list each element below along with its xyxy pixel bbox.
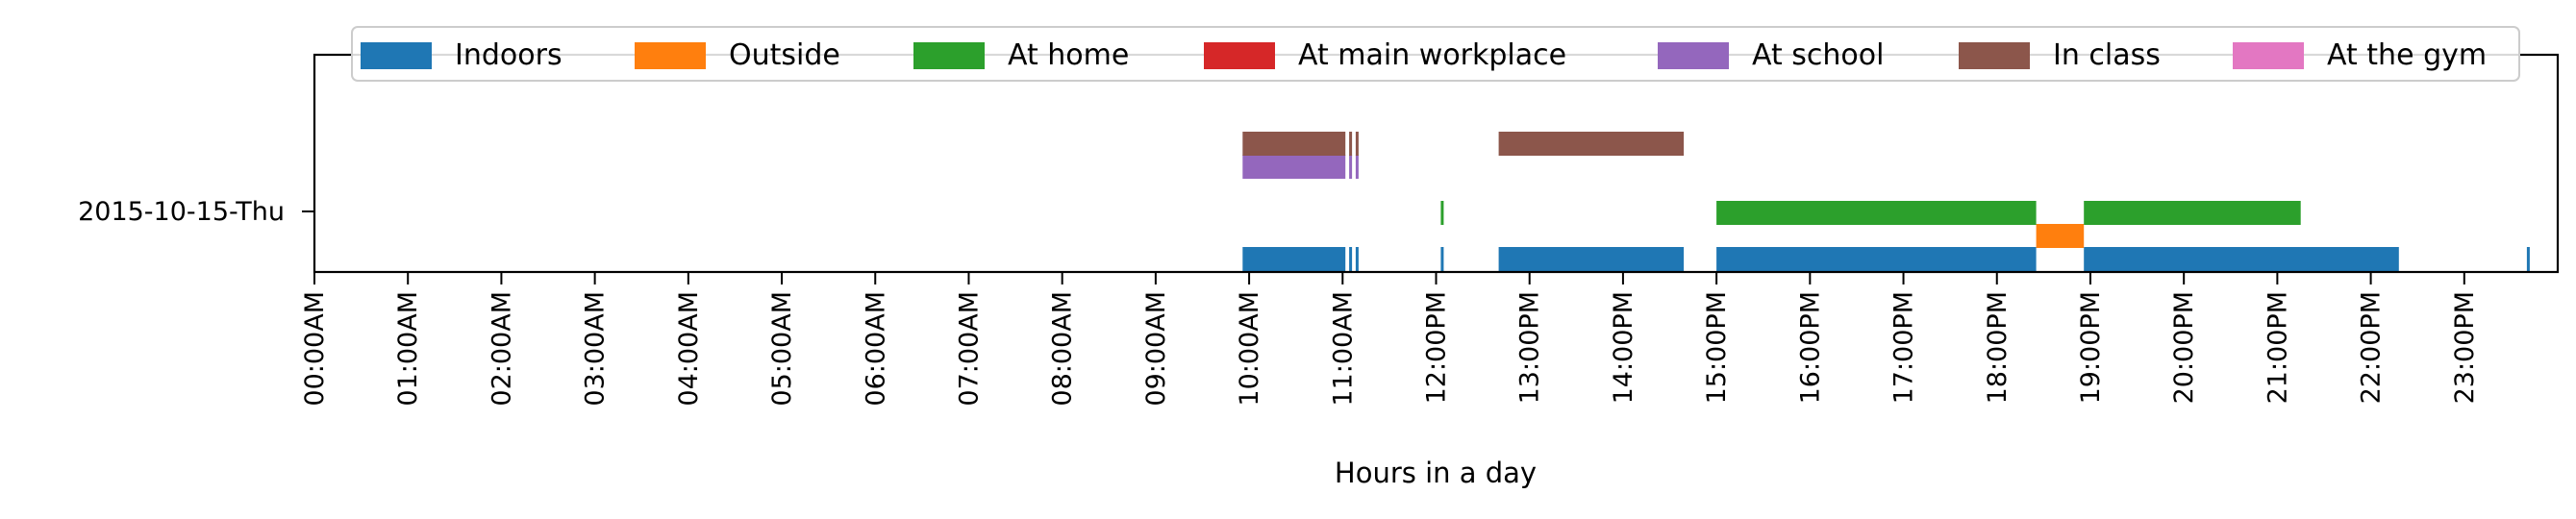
bar-indoors-3: [1440, 247, 1444, 271]
x-tick-label: 19:00PM: [2076, 291, 2106, 404]
x-axis-label: Hours in a day: [1335, 457, 1537, 489]
y-tick-label-date: 2015-10-15-Thu: [78, 197, 285, 227]
legend-swatch-indoors: [361, 42, 432, 69]
x-tick-label: 05:00AM: [767, 291, 797, 407]
x-tick-label: 22:00PM: [2357, 291, 2387, 404]
bar-at-home-1: [1716, 201, 2037, 225]
bar-indoors-7: [2526, 247, 2530, 271]
bar-at-school-2: [1355, 155, 1359, 179]
bar-outside-0: [2036, 224, 2085, 248]
bar-indoors-5: [1716, 247, 2037, 271]
x-tick-label: 13:00PM: [1515, 291, 1545, 404]
legend-label-in-class: In class: [2053, 38, 2161, 72]
bar-at-home-2: [2084, 201, 2301, 225]
x-tick-label: 18:00PM: [1983, 291, 2013, 404]
legend-swatch-at-home: [913, 42, 985, 69]
bar-indoors-1: [1349, 247, 1353, 271]
activity-bars: [1242, 132, 2530, 271]
x-tick-label: 17:00PM: [1889, 291, 1919, 404]
bar-at-home-0: [1440, 201, 1444, 225]
x-tick-label: 02:00AM: [487, 291, 516, 407]
x-tick-label: 07:00AM: [954, 291, 984, 407]
x-tick-label: 00:00AM: [300, 291, 330, 407]
x-tick-label: 09:00AM: [1141, 291, 1171, 407]
x-tick-label: 20:00PM: [2169, 291, 2199, 404]
x-axis-ticks: 00:00AM 01:00AM 02:00AM 03:00AM 04:00AM 05:00…: [300, 272, 2480, 407]
legend-swatch-at-school: [1658, 42, 1729, 69]
bar-in-class-1: [1349, 132, 1353, 156]
bar-in-class-2: [1355, 132, 1359, 156]
x-tick-label: 21:00PM: [2263, 291, 2292, 404]
legend-label-at-the-gym: At the gym: [2327, 38, 2487, 72]
legend-swatch-outside: [635, 42, 706, 69]
legend-label-at-main-workplace: At main workplace: [1298, 38, 1566, 72]
bar-at-school-1: [1349, 155, 1353, 179]
x-tick-label: 23:00PM: [2450, 291, 2480, 404]
bar-indoors-2: [1355, 247, 1359, 271]
legend-label-indoors: Indoors: [455, 38, 563, 72]
legend-label-outside: Outside: [729, 38, 840, 72]
x-tick-label: 14:00PM: [1609, 291, 1638, 404]
x-tick-label: 04:00AM: [674, 291, 704, 407]
bar-in-class-3: [1498, 132, 1685, 156]
x-tick-label: 16:00PM: [1795, 291, 1825, 404]
x-tick-label: 08:00AM: [1048, 291, 1078, 407]
x-tick-label: 12:00PM: [1422, 291, 1452, 404]
bar-indoors-6: [2084, 247, 2399, 271]
legend: Indoors Outside At home At main workplace At…: [351, 26, 2520, 82]
bar-at-school-0: [1242, 155, 1346, 179]
bar-in-class-0: [1242, 132, 1346, 156]
x-tick-label: 15:00PM: [1702, 291, 1732, 404]
legend-label-at-home: At home: [1008, 38, 1129, 72]
legend-swatch-at-the-gym: [2233, 42, 2304, 69]
bar-indoors-0: [1242, 247, 1346, 271]
legend-label-at-school: At school: [1752, 38, 1884, 72]
plot-frame: [313, 53, 2560, 274]
legend-swatch-in-class: [1959, 42, 2030, 69]
x-tick-label: 10:00AM: [1235, 291, 1264, 407]
x-tick-label: 06:00AM: [861, 291, 890, 407]
x-tick-label: 01:00AM: [393, 291, 423, 407]
x-tick-label: 03:00AM: [581, 291, 611, 407]
legend-swatch-at-main-workplace: [1204, 42, 1275, 69]
bar-indoors-4: [1498, 247, 1685, 271]
x-tick-label: 11:00AM: [1328, 291, 1358, 407]
